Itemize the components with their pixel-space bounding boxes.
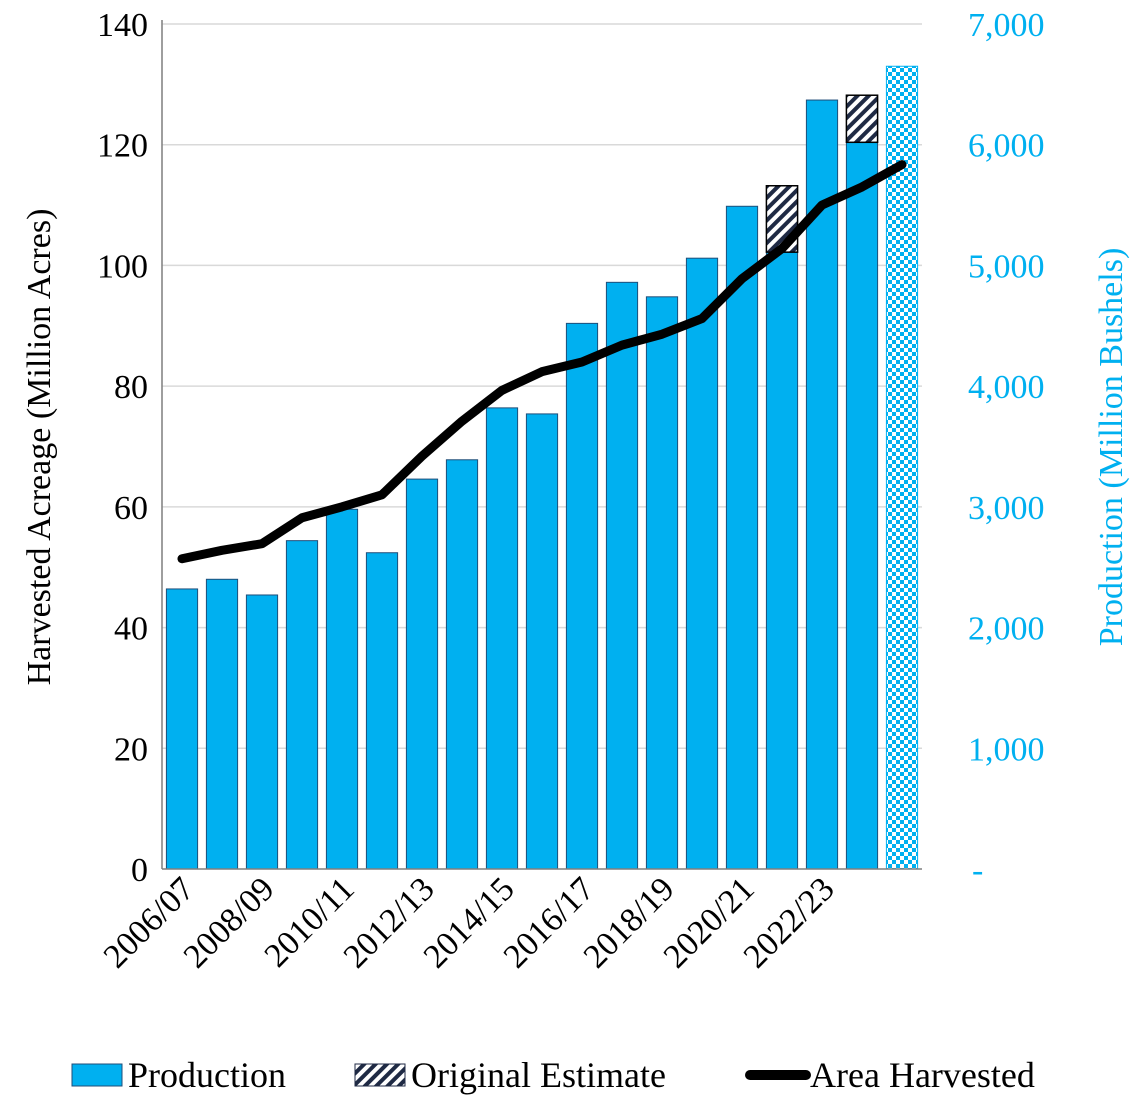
bar-production-2008/09: [245, 594, 279, 870]
legend-area-harvested-label: Area Harvested: [810, 1055, 1035, 1095]
left-tick-label: 0: [131, 852, 148, 889]
bar-production-2014/15: [485, 407, 519, 870]
legend: Production Original Estimate Area Harves…: [71, 1055, 1035, 1095]
bar-production-2013/14: [445, 459, 479, 870]
bar-production-2017/18: [605, 281, 639, 870]
x-tick-label: 2008/09: [177, 870, 282, 975]
right-tick-label: 5,000: [968, 248, 1045, 285]
area-harvested-line: [177, 160, 907, 564]
x-tick-label: 2022/23: [737, 870, 842, 975]
left-axis-title: Harvested Acreage (Million Acres): [21, 209, 58, 686]
right-tick-label: 7,000: [968, 7, 1045, 44]
bar-production-2011/12: [365, 552, 399, 870]
right-axis-title: Production (Million Bushels): [1093, 248, 1130, 647]
legend-production-swatch: [71, 1063, 123, 1087]
legend-original-estimate-swatch: [354, 1063, 406, 1087]
bar-production-2006/07: [165, 588, 199, 870]
left-tick-label: 60: [114, 490, 148, 527]
left-tick-label: 100: [97, 248, 148, 285]
legend-original-estimate-label: Original Estimate: [411, 1055, 666, 1095]
bar-production-2024/25: [885, 65, 919, 870]
right-tick-label: 3,000: [968, 490, 1045, 527]
right-tick-label: 4,000: [968, 369, 1045, 406]
bar-production-2007/08: [205, 578, 239, 870]
right-tick-label: 2,000: [968, 611, 1045, 648]
bar-production-2009/10: [285, 540, 319, 870]
right-tick-label: -: [972, 852, 983, 889]
bar-production-2021/22: [765, 251, 799, 870]
left-tick-label: 40: [114, 611, 148, 648]
bar-production-2019/20: [685, 257, 719, 870]
bar-production-2012/13: [405, 478, 439, 870]
bar-production-2016/17: [565, 322, 599, 870]
line-area-harvested: [177, 160, 907, 564]
bar-production-2018/19: [645, 296, 679, 870]
left-tick-label: 20: [114, 731, 148, 768]
bar-original-estimate-2023/24: [845, 94, 879, 144]
bar-production-2010/11: [325, 508, 359, 870]
right-tick-label: 6,000: [968, 128, 1045, 165]
left-tick-label: 80: [114, 369, 148, 406]
bar-production-2022/23: [805, 99, 839, 870]
right-tick-label: 1,000: [968, 731, 1045, 768]
left-tick-label: 120: [97, 128, 148, 165]
bar-production-2020/21: [725, 205, 759, 870]
bar-production-2023/24: [845, 141, 879, 870]
left-tick-label: 140: [97, 7, 148, 44]
production-bars: [165, 65, 919, 870]
legend-production-label: Production: [128, 1055, 286, 1095]
bar-production-2015/16: [525, 413, 559, 870]
